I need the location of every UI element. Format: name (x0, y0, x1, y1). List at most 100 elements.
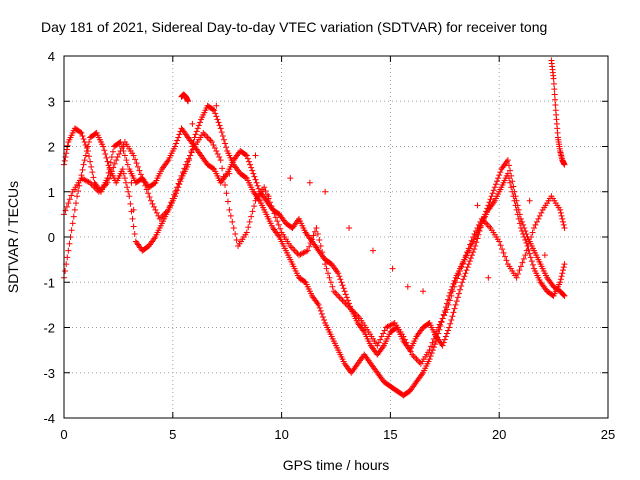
data-point (136, 167, 143, 174)
data-point (123, 179, 130, 186)
y-tick-label: 0 (48, 230, 55, 245)
data-point (552, 96, 559, 103)
data-point (369, 247, 376, 254)
data-point (306, 243, 313, 250)
data-point (458, 283, 465, 290)
data-point (62, 207, 69, 214)
data-point (511, 188, 518, 195)
data-point (182, 161, 189, 168)
data-point (188, 149, 195, 156)
data-point (213, 102, 220, 109)
data-point (380, 330, 387, 337)
data-point (222, 181, 229, 188)
data-point (433, 328, 440, 335)
data-point (519, 218, 526, 225)
data-point (146, 194, 153, 201)
data-point (522, 252, 529, 259)
data-point (484, 205, 491, 212)
data-point (104, 179, 111, 186)
data-point (440, 339, 447, 346)
data-point (247, 161, 254, 168)
data-point (100, 143, 107, 150)
data-point (175, 180, 182, 187)
data-point (436, 321, 443, 328)
data-point (561, 161, 568, 168)
data-point (248, 213, 255, 220)
data-point (346, 224, 353, 231)
data-point (343, 294, 350, 301)
data-point (254, 182, 261, 189)
data-point (226, 206, 233, 213)
data-point (517, 215, 524, 222)
data-point (185, 155, 192, 162)
data-point (171, 143, 178, 150)
data-point (268, 203, 275, 210)
data-point (336, 273, 343, 280)
data-point (217, 125, 224, 132)
y-tick-label: 4 (48, 49, 55, 64)
data-point (319, 249, 326, 256)
series-track-3 (61, 129, 568, 367)
data-point (461, 273, 468, 280)
data-point (448, 316, 455, 323)
data-point (64, 142, 71, 149)
data-point (107, 172, 114, 179)
data-point (558, 273, 565, 280)
data-point (62, 154, 69, 161)
data-point (303, 248, 310, 255)
data-point (313, 224, 320, 231)
x-tick-label: 5 (169, 427, 176, 442)
data-point (499, 246, 506, 253)
data-point (514, 202, 521, 209)
data-point (375, 339, 382, 346)
data-point (208, 138, 215, 145)
data-point (461, 256, 468, 263)
data-point (443, 306, 450, 313)
data-point (120, 141, 127, 148)
data-point (519, 259, 526, 266)
data-point (536, 212, 543, 219)
data-point (269, 206, 276, 213)
data-point (213, 113, 220, 120)
data-point (505, 162, 512, 169)
data-point (496, 238, 503, 245)
data-point (211, 145, 218, 152)
data-point (470, 249, 477, 256)
data-point (223, 144, 230, 151)
data-point (306, 179, 313, 186)
data-point (407, 348, 414, 355)
data-point (174, 184, 181, 191)
data-point (529, 261, 536, 268)
data-point (175, 134, 182, 141)
data-point (410, 353, 417, 360)
data-point (227, 212, 234, 219)
data-point (471, 230, 478, 237)
data-point (482, 211, 489, 218)
data-point (510, 183, 517, 190)
data-point (513, 274, 520, 281)
data-point (191, 134, 198, 141)
data-point (327, 279, 334, 286)
data-point (140, 178, 147, 185)
data-point (443, 300, 450, 307)
data-point (223, 190, 230, 197)
data-point (341, 288, 348, 295)
data-point (75, 187, 82, 194)
data-point (557, 276, 564, 283)
data-point (212, 110, 219, 117)
x-tick-label: 0 (60, 427, 67, 442)
data-point (104, 158, 111, 165)
data-point (290, 246, 297, 253)
data-point (491, 184, 498, 191)
data-point (550, 75, 557, 82)
data-point (532, 221, 539, 228)
data-point (316, 237, 323, 244)
data-point (77, 129, 84, 136)
data-point (316, 304, 323, 311)
data-point (242, 151, 249, 158)
data-point (128, 179, 135, 186)
data-point (560, 267, 567, 274)
data-point (153, 209, 160, 216)
data-point (81, 157, 88, 164)
data-point (528, 234, 535, 240)
